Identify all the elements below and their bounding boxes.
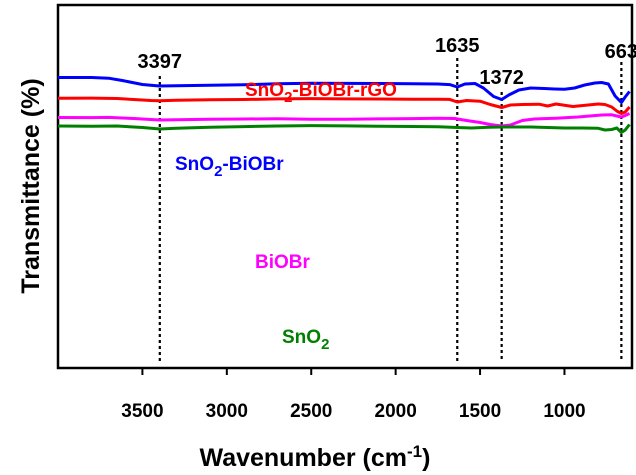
peak-label-1372: 1372 (479, 67, 524, 89)
series-line-2 (57, 112, 631, 128)
series-label-biobr: BiOBr (255, 252, 311, 273)
series-line-0 (57, 96, 631, 115)
x-axis-title-superscript: -1 (407, 442, 422, 461)
series-label-sno2-biobr-rgo: SnO2-BiOBr-rGO (245, 80, 397, 106)
series-label-sno2: SnO2 (282, 327, 329, 353)
series-lines (57, 76, 631, 134)
series-line-3 (57, 123, 631, 134)
peak-label-663: 663 (605, 41, 636, 63)
series-labels: SnO2-BiOBr-rGO SnO2-BiOBr BiOBr SnO2 (175, 80, 397, 353)
x-tick-label: 1500 (459, 401, 501, 422)
peak-labels: 3397 1635 1372 663 (138, 35, 636, 89)
y-axis-title: Transmittance (%) (17, 78, 45, 293)
peak-label-3397: 3397 (138, 51, 183, 73)
peak-label-1635: 1635 (435, 35, 480, 57)
plot-frame (56, 3, 634, 370)
x-tick-label: 1000 (543, 401, 585, 422)
series-label-sno2-biobr: SnO2-BiOBr (175, 154, 284, 180)
x-axis-ticks: 3500 3000 2500 2000 1500 1000 (121, 368, 586, 422)
x-tick-label: 2500 (290, 401, 332, 422)
x-tick-label: 2000 (375, 401, 417, 422)
series-line-1 (58, 76, 631, 104)
x-tick-label: 3000 (206, 401, 248, 422)
x-tick-label: 3500 (121, 401, 163, 422)
x-axis-title: Wavenumber (cm-1) (200, 442, 431, 472)
